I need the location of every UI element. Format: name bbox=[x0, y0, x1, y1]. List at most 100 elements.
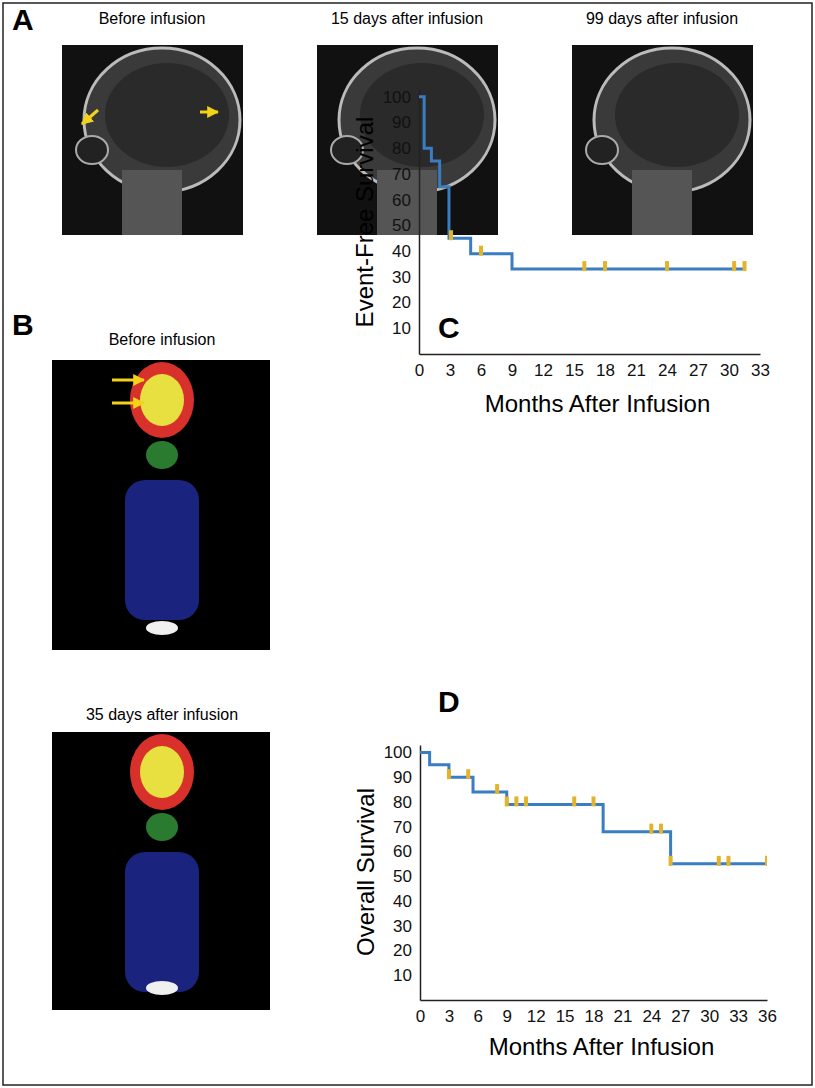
arrow bbox=[200, 111, 218, 114]
x-tick: 12 bbox=[527, 1000, 546, 1026]
y-tick: 20 bbox=[393, 941, 420, 960]
x-axis-title: Months After Infusion bbox=[489, 1033, 714, 1060]
censor-mark bbox=[479, 246, 483, 256]
x-tick-label: 12 bbox=[527, 1007, 546, 1026]
x-tick: 27 bbox=[689, 354, 708, 380]
censor-mark bbox=[743, 261, 747, 271]
mri-image bbox=[317, 45, 498, 235]
x-tick: 30 bbox=[720, 354, 739, 380]
y-axis: 102030405060708090100 bbox=[384, 743, 421, 1000]
censor-mark bbox=[732, 261, 736, 271]
censor-mark bbox=[659, 824, 663, 834]
image-caption: 35 days after infusion bbox=[86, 706, 238, 723]
panel-label: A bbox=[12, 3, 34, 36]
x-tick-label: 27 bbox=[689, 361, 708, 380]
x-tick: 3 bbox=[445, 1000, 454, 1026]
survival-curve bbox=[419, 97, 745, 269]
arrow bbox=[82, 110, 98, 124]
y-tick-label: 90 bbox=[393, 768, 412, 787]
censor-mark bbox=[447, 769, 451, 779]
y-tick-label: 70 bbox=[393, 818, 412, 837]
x-tick: 36 bbox=[758, 1000, 777, 1026]
x-tick: 9 bbox=[508, 354, 517, 380]
x-tick-label: 3 bbox=[446, 361, 455, 380]
plot-area bbox=[420, 752, 767, 865]
y-tick-label: 50 bbox=[392, 216, 411, 235]
x-tick-label: 24 bbox=[658, 361, 677, 380]
y-axis-line bbox=[419, 90, 421, 355]
y-tick: 20 bbox=[392, 293, 419, 312]
y-tick: 50 bbox=[392, 216, 419, 235]
censor-mark bbox=[582, 261, 586, 271]
y-tick-label: 50 bbox=[393, 867, 412, 886]
x-tick-label: 15 bbox=[565, 361, 584, 380]
x-tick-label: 9 bbox=[508, 361, 517, 380]
x-tick-label: 21 bbox=[627, 361, 646, 380]
y-tick: 10 bbox=[392, 319, 419, 338]
x-tick-label: 27 bbox=[671, 1007, 690, 1026]
y-tick: 80 bbox=[393, 793, 420, 812]
y-tick-label: 10 bbox=[393, 966, 412, 985]
y-tick: 100 bbox=[383, 88, 419, 107]
y-tick: 60 bbox=[392, 191, 419, 210]
y-tick-label: 20 bbox=[393, 941, 412, 960]
x-tick: 18 bbox=[585, 1000, 604, 1026]
x-axis-line bbox=[420, 354, 761, 356]
y-tick-label: 60 bbox=[393, 842, 412, 861]
x-tick-label: 3 bbox=[445, 1007, 454, 1026]
x-tick-label: 6 bbox=[474, 1007, 483, 1026]
y-tick: 30 bbox=[392, 268, 419, 287]
y-tick: 80 bbox=[392, 139, 419, 158]
y-axis-title: Event-Free Survival bbox=[351, 117, 378, 328]
y-tick-label: 80 bbox=[392, 139, 411, 158]
censor-mark bbox=[717, 856, 721, 866]
survival-curve bbox=[420, 752, 767, 863]
pet-image bbox=[52, 360, 270, 650]
censor-mark bbox=[449, 230, 453, 240]
x-tick-label: 36 bbox=[758, 1007, 777, 1026]
censor-mark bbox=[669, 856, 673, 866]
y-tick-label: 70 bbox=[392, 165, 411, 184]
y-tick: 90 bbox=[392, 113, 419, 132]
x-tick: 15 bbox=[565, 354, 584, 380]
chart-title: D bbox=[438, 685, 460, 718]
x-tick-label: 18 bbox=[585, 1007, 604, 1026]
y-axis-line bbox=[420, 746, 422, 1001]
image-caption: Before infusion bbox=[109, 331, 216, 348]
y-tick-label: 100 bbox=[383, 88, 411, 107]
censor-mark bbox=[649, 824, 653, 834]
plot-area bbox=[419, 97, 745, 271]
censor-mark bbox=[505, 796, 509, 806]
x-tick: 6 bbox=[474, 1000, 483, 1026]
x-tick-label: 15 bbox=[556, 1007, 575, 1026]
y-tick-label: 10 bbox=[392, 319, 411, 338]
mri-image bbox=[62, 45, 243, 235]
x-tick: 21 bbox=[613, 1000, 632, 1026]
arrow bbox=[112, 402, 144, 405]
x-tick-label: 0 bbox=[415, 361, 424, 380]
x-tick: 9 bbox=[503, 1000, 512, 1026]
x-tick: 24 bbox=[658, 354, 677, 380]
censor-mark bbox=[665, 261, 669, 271]
mri-image bbox=[572, 45, 753, 235]
x-tick: 27 bbox=[671, 1000, 690, 1026]
x-tick-label: 18 bbox=[596, 361, 615, 380]
x-tick: 0 bbox=[415, 354, 424, 380]
x-tick: 21 bbox=[627, 354, 646, 380]
y-tick-label: 30 bbox=[392, 268, 411, 287]
x-tick-label: 9 bbox=[503, 1007, 512, 1026]
x-tick: 6 bbox=[477, 354, 486, 380]
x-tick: 18 bbox=[596, 354, 615, 380]
y-tick-label: 90 bbox=[392, 113, 411, 132]
x-tick-label: 33 bbox=[729, 1007, 748, 1026]
x-tick: 24 bbox=[642, 1000, 661, 1026]
x-tick: 30 bbox=[700, 1000, 719, 1026]
figure: ABefore infusion15 days after infusion99… bbox=[0, 0, 815, 1088]
censor-mark bbox=[495, 784, 499, 794]
x-tick-label: 30 bbox=[700, 1007, 719, 1026]
censor-mark bbox=[765, 856, 767, 866]
y-tick: 40 bbox=[393, 892, 420, 911]
censor-mark bbox=[726, 856, 730, 866]
y-tick: 50 bbox=[393, 867, 420, 886]
y-tick: 100 bbox=[384, 743, 420, 762]
